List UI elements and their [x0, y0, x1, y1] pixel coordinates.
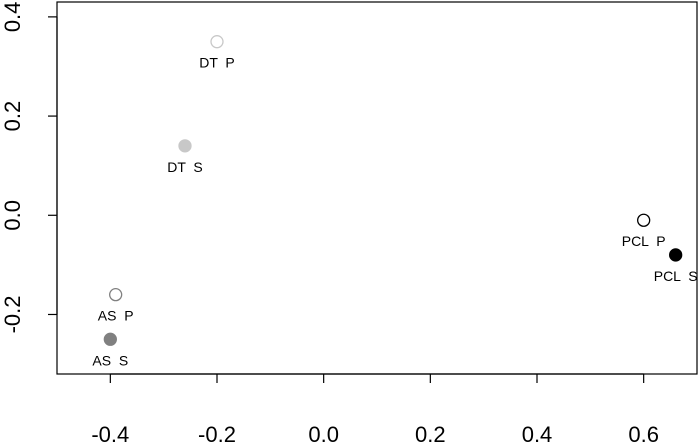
point-label: DT P — [199, 55, 235, 71]
x-tick-label: 0.0 — [308, 422, 339, 446]
point-label: AS P — [98, 308, 134, 324]
data-point — [103, 332, 117, 346]
data-point — [210, 35, 224, 49]
y-axis: -0.2 0.0 0.2 0.4 — [0, 2, 58, 334]
point-label: PCL S — [654, 268, 698, 284]
y-tick-label: -0.2 — [0, 296, 25, 334]
x-tick-label: 0.2 — [415, 422, 446, 446]
data-point — [669, 248, 683, 262]
data-points: DT P DT S AS P AS S PCL P PCL S — [92, 35, 698, 368]
point-label: PCL P — [622, 233, 666, 249]
data-point — [178, 139, 192, 153]
x-tick-label: -0.4 — [91, 422, 129, 446]
data-point — [109, 287, 123, 302]
x-tick-label: -0.2 — [198, 422, 236, 446]
plot-frame — [56, 1, 698, 375]
x-axis: -0.4 -0.2 0.0 0.2 0.4 0.6 — [91, 373, 659, 446]
point-label: AS S — [92, 352, 128, 368]
y-tick-label: 0.2 — [0, 101, 25, 132]
x-tick-label: 0.6 — [628, 422, 659, 446]
point-label: DT S — [167, 159, 203, 175]
y-tick-label: 0.0 — [0, 200, 25, 231]
data-point — [637, 213, 651, 227]
y-tick-label: 0.4 — [0, 2, 25, 33]
x-tick-label: 0.4 — [522, 422, 553, 446]
